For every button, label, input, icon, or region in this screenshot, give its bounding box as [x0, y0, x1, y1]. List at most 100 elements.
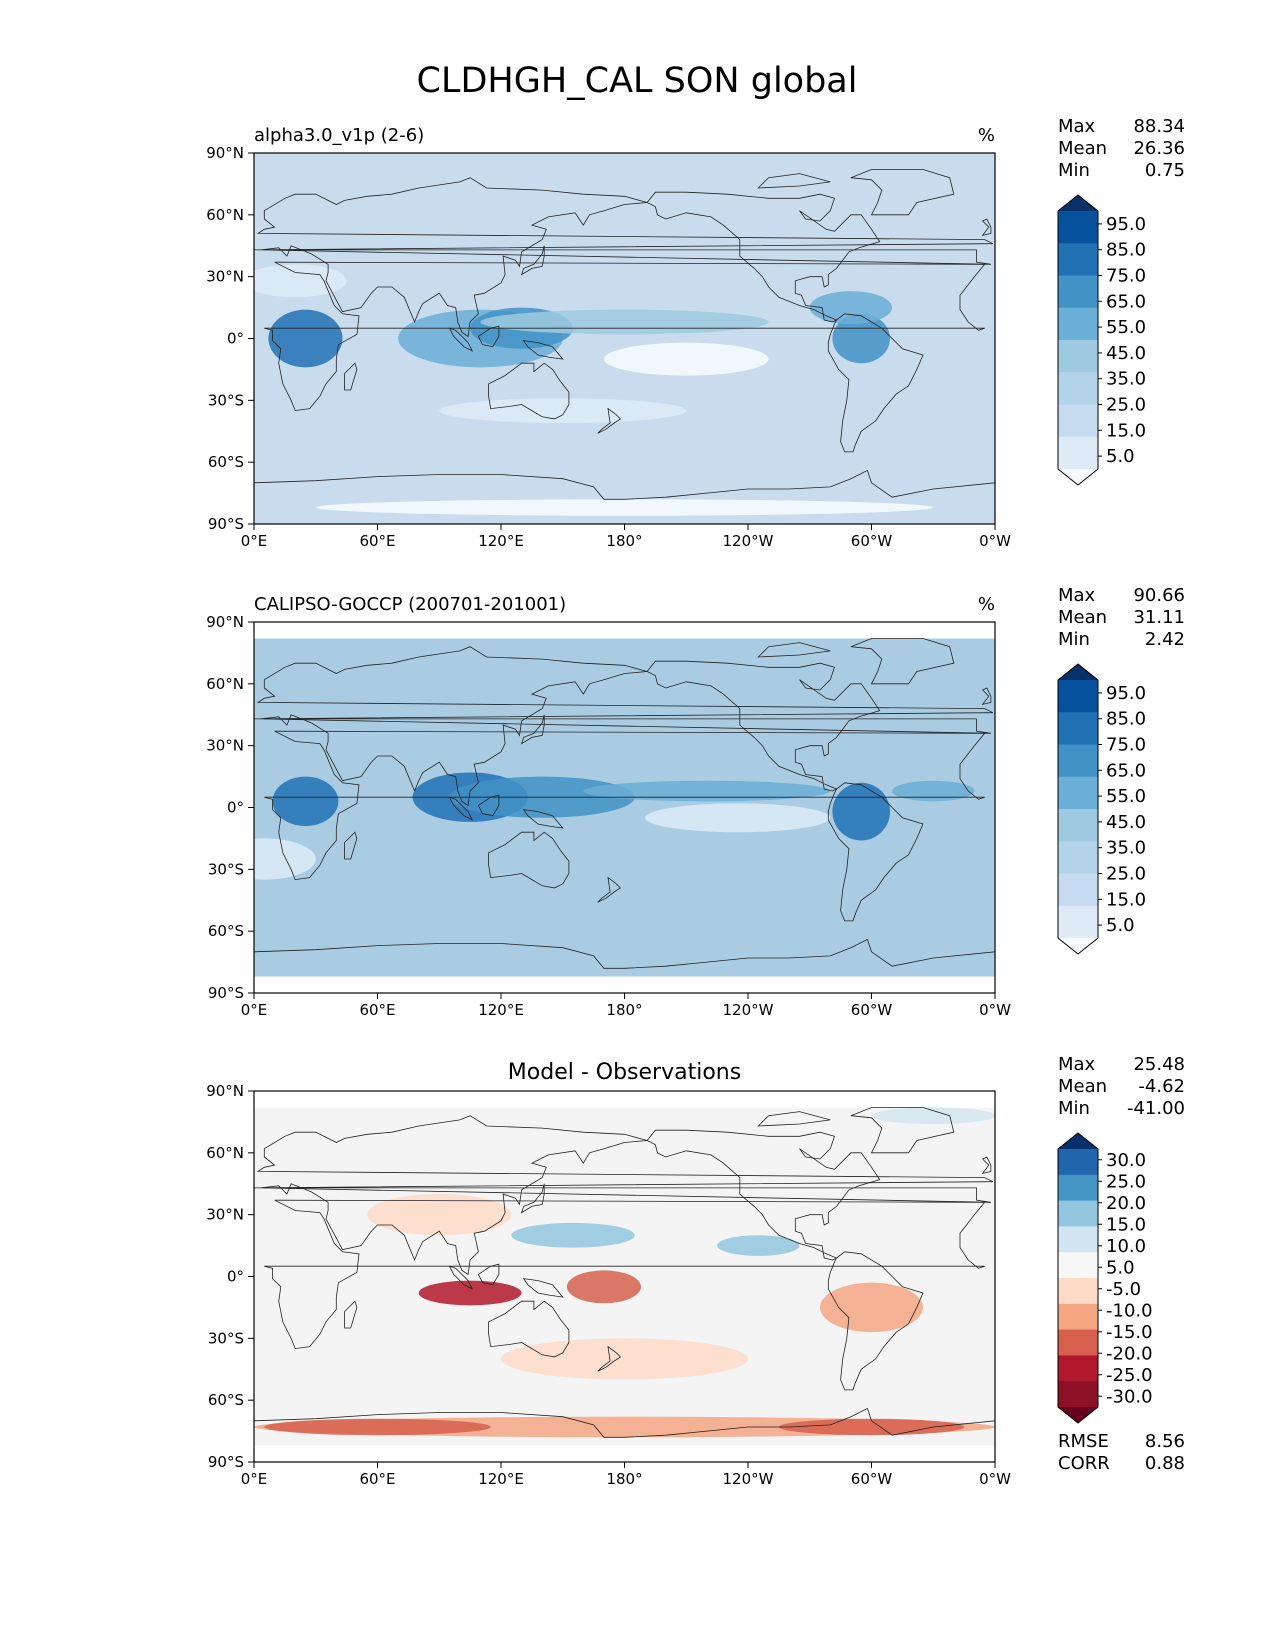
field-region [268, 309, 343, 368]
y-tick-label: 30°S [208, 391, 244, 409]
colorbar-segment [1058, 841, 1098, 874]
nodata-north [254, 622, 995, 639]
colorbar: 30.025.020.015.010.05.0-5.0-10.0-15.0-20… [1057, 1132, 1153, 1424]
field-region [832, 782, 891, 841]
field-region [254, 838, 316, 880]
colorbar-segment [1058, 307, 1098, 341]
colorbar-label: 5.0 [1106, 915, 1135, 936]
stat-value: 2.42 [1145, 629, 1185, 650]
field-region [778, 1418, 965, 1436]
colorbar-label: 10.0 [1106, 1236, 1146, 1257]
stat-label: Mean [1058, 607, 1107, 628]
colorbar-segment [1058, 1200, 1098, 1227]
coastlines [254, 169, 995, 524]
y-tick-label: 0° [227, 330, 244, 348]
x-tick-label: 0°W [979, 1001, 1011, 1019]
stat-value: 90.66 [1133, 585, 1185, 606]
map-field [254, 153, 995, 524]
field-region [603, 342, 769, 376]
colorbar-segment [1058, 712, 1098, 745]
stat-value: 8.56 [1145, 1431, 1185, 1452]
y-tick-label: 0° [227, 799, 244, 817]
field-region [871, 1107, 995, 1124]
colorbar-segment [1058, 1278, 1098, 1305]
panel-obs: 0°E 60°E 120°E 180° 120°W 60°W 0°W 90°N 60°N 30°N… [206, 585, 1185, 1019]
y-tick-label: 30°N [206, 268, 244, 286]
coastline-samerica [827, 782, 924, 922]
colorbar-label: 75.0 [1106, 266, 1146, 287]
y-tick-label: 30°S [208, 860, 244, 878]
coastline-africa [264, 730, 986, 881]
coastline-greenland [850, 1107, 955, 1154]
colorbar-label: -15.0 [1106, 1322, 1153, 1343]
colorbar-segment [1058, 404, 1098, 438]
colorbar-segment [1058, 436, 1098, 470]
y-tick-label: 90°N [206, 613, 244, 631]
colorbar-label: 15.0 [1106, 1214, 1146, 1235]
coastline-nz [597, 1345, 622, 1372]
colorbar-segment [1058, 776, 1098, 810]
colorbar-extend-top [1058, 664, 1098, 680]
field-region [315, 499, 934, 516]
colorbar-label: 25.0 [1106, 1171, 1146, 1192]
colorbar-segment [1058, 1149, 1098, 1176]
x-tick-label: 0°E [241, 1001, 268, 1019]
coastline-eurasia [254, 1115, 994, 1276]
colorbar-label: 25.0 [1106, 395, 1146, 416]
colorbar-label: 5.0 [1106, 1257, 1135, 1278]
coastlines [254, 1107, 995, 1462]
colorbar-extend-bottom [1058, 1407, 1098, 1423]
stat-label: Min [1058, 629, 1090, 650]
coastline-newguinea [522, 340, 564, 360]
y-tick-label: 0° [227, 1268, 244, 1286]
stat-label: Max [1058, 585, 1096, 606]
coastline-samerica [827, 1251, 924, 1391]
y-tick-label: 60°S [208, 922, 244, 940]
colorbar-label: 65.0 [1106, 760, 1146, 781]
coastline-uk [981, 218, 992, 237]
panel-units: % [978, 594, 995, 615]
coastline-namerica [646, 191, 881, 323]
y-tick-label: 60°N [206, 206, 244, 224]
y-tick-label: 60°S [208, 453, 244, 471]
y-tick-label: 60°N [206, 675, 244, 693]
colorbar-label: -5.0 [1106, 1279, 1141, 1300]
colorbar-segment [1058, 372, 1098, 405]
y-tick-label: 90°S [208, 1453, 244, 1471]
panel-left-title: alpha3.0_v1p (2-6) [254, 125, 424, 146]
stat-label: Mean [1058, 1076, 1107, 1097]
colorbar-label: 55.0 [1106, 786, 1146, 807]
coastline-africa [264, 1199, 986, 1350]
field-region [511, 1222, 635, 1248]
coastline-sumatra [448, 796, 474, 821]
y-tick-label: 30°N [206, 1206, 244, 1224]
panels: 0°E 60°E 120°E 180° 120°W 60°W 0°W 90°N 60°N 30°N… [206, 116, 1185, 1488]
coastline-namerica [646, 660, 881, 792]
coastline-japan [520, 714, 545, 745]
coastline-australia [488, 1300, 570, 1358]
colorbar-segment [1058, 1381, 1098, 1408]
colorbar-label: 20.0 [1106, 1193, 1146, 1214]
field-region [892, 780, 975, 802]
stat-label: Max [1058, 116, 1096, 137]
x-tick-label: 0°W [979, 532, 1011, 550]
y-tick-label: 60°S [208, 1391, 244, 1409]
nodata-south [254, 976, 995, 993]
y-tick-label: 30°S [208, 1329, 244, 1347]
x-tick-label: 180° [606, 1001, 642, 1019]
coastline-madagascar [344, 831, 358, 860]
coastline-arctic_isl [757, 173, 831, 189]
colorbar-label: 15.0 [1106, 420, 1146, 441]
colorbar-segment [1058, 744, 1098, 778]
coastline-japan [520, 1183, 545, 1214]
map-field [254, 1091, 995, 1462]
field-region [254, 264, 347, 298]
coastline-namerica [646, 1129, 881, 1261]
x-tick-label: 120°W [723, 532, 774, 550]
colorbar-segment [1058, 1329, 1098, 1356]
field-region [645, 803, 831, 833]
y-tick-label: 90°S [208, 515, 244, 533]
x-tick-label: 60°W [851, 1001, 893, 1019]
colorbar-label: 85.0 [1106, 709, 1146, 730]
coastline-eurasia [254, 646, 994, 807]
